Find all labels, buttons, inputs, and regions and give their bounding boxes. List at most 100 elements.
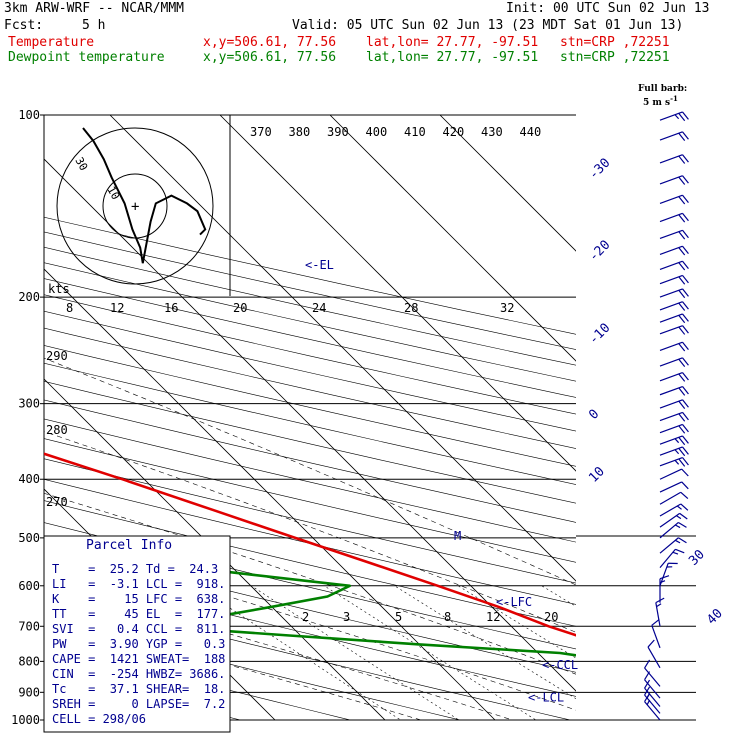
- theta-label: 370: [250, 125, 272, 139]
- barb-flag: [644, 693, 651, 702]
- theta-label: 400: [366, 125, 388, 139]
- barb-half-flag: [674, 459, 680, 465]
- barb-half-flag: [674, 114, 680, 120]
- dry-adiabat: [44, 592, 572, 720]
- hodograph-speed-label: 24: [312, 301, 326, 315]
- hodograph-unit: kts: [48, 282, 70, 296]
- barb-flag: [678, 387, 686, 396]
- hodograph-ring-outer: [56, 127, 214, 285]
- barb-flag: [679, 512, 688, 520]
- barb-flag: [647, 639, 655, 648]
- barb-flag: [678, 413, 686, 422]
- isotherm-line: [439, 115, 576, 252]
- barb-half-flag: [675, 524, 681, 529]
- pressure-tick-label: 300: [18, 397, 40, 411]
- barb-flag: [682, 194, 689, 204]
- wind-barb: [659, 562, 678, 586]
- dry-adiabat: [44, 310, 576, 432]
- barb-staff: [659, 456, 683, 467]
- barb-flag: [675, 548, 685, 554]
- isotherm-line: [219, 115, 576, 472]
- wind-barb: [655, 597, 665, 627]
- barb-staff: [659, 481, 683, 493]
- wind-barb: [659, 274, 689, 285]
- mixing-ratio-label: 3: [343, 610, 350, 624]
- isotherm-line: [44, 158, 576, 692]
- theta-label: 440: [520, 125, 542, 139]
- lfc-marker: <-LFC: [496, 595, 532, 609]
- isotherm-label: 10: [586, 464, 608, 486]
- barb-flag: [644, 671, 651, 681]
- wind-barb: [644, 686, 661, 714]
- hodograph-speed-label: 28: [404, 301, 418, 315]
- barb-staff: [651, 625, 661, 649]
- ccl-marker: <-CCL: [542, 658, 578, 672]
- barb-flag: [678, 326, 686, 335]
- barb-flag: [678, 436, 686, 446]
- barb-flag: [682, 154, 689, 163]
- dry-adiabat: [44, 617, 462, 720]
- wind-barb: [659, 435, 689, 446]
- temperature-legend: Temperature: [8, 35, 95, 50]
- wind-barb: [659, 111, 689, 122]
- barb-flag: [682, 131, 689, 140]
- isotherm-label: -10: [586, 321, 613, 348]
- theta-label: 290: [46, 349, 68, 363]
- barb-flag: [678, 314, 686, 324]
- barb-flag: [682, 435, 689, 444]
- barb-half-flag: [674, 438, 680, 444]
- parcel-line-svi: SVI = 0.4 CCL = 811.: [52, 622, 226, 636]
- temperature-trace: [44, 452, 576, 637]
- dry-adiabat: [44, 262, 576, 382]
- mixing-ratio-line: [324, 585, 537, 720]
- barb-flag: [682, 357, 689, 366]
- isotherm-line: [44, 378, 386, 720]
- barb-staff: [659, 468, 683, 480]
- barb-flag: [678, 373, 686, 382]
- barb-flag: [678, 176, 686, 185]
- wind-barb: [659, 481, 689, 493]
- barb-half-flag: [656, 603, 662, 608]
- parcel-line-cell: CELL = 298/06: [52, 712, 146, 726]
- dewpoint-xy: x,y=506.61, 77.56: [203, 50, 337, 65]
- barb-flag: [644, 659, 651, 669]
- wind-barb: [659, 521, 687, 539]
- el-marker: <-EL: [305, 258, 334, 272]
- theta-label: 420: [443, 125, 465, 139]
- barb-flag: [644, 686, 651, 696]
- hodograph-speed-label: 12: [110, 301, 124, 315]
- barb-flag: [678, 231, 686, 240]
- barb-flag: [682, 288, 689, 297]
- pressure-tick-label: 400: [18, 472, 40, 486]
- parcel-line-k: K = 15 LFC = 638.: [52, 592, 226, 606]
- barb-flag: [682, 313, 689, 322]
- wind-barb-column: [644, 111, 689, 721]
- isotherm-label: 40: [704, 606, 726, 628]
- hodograph-speed-label: 20: [233, 301, 247, 315]
- barb-staff: [659, 385, 683, 396]
- barb-flag: [678, 400, 686, 409]
- barb-flag: [678, 447, 686, 457]
- barb-half-flag: [672, 551, 679, 555]
- wind-barb: [659, 575, 670, 603]
- barb-flag: [682, 275, 689, 284]
- parcel-info: Parcel Info T = 25.2 Td = 24.3 LI = -3.1…: [44, 536, 230, 732]
- dry-adiabat: [44, 327, 576, 449]
- mixing-ratio-line: [457, 585, 576, 659]
- barb-key-label: Full barb:: [638, 84, 688, 94]
- barb-flag: [678, 155, 686, 164]
- isotherm-line: [44, 268, 496, 720]
- barb-flag: [678, 214, 686, 223]
- barb-half-flag: [674, 449, 680, 455]
- wind-barb: [659, 372, 689, 382]
- dewpoint-latlon: lat,lon= 27.77, -97.51: [366, 50, 539, 65]
- mixing-ratio-line: [196, 585, 402, 720]
- wind-barb: [659, 446, 689, 457]
- hodograph-ring-label: 30: [72, 155, 90, 173]
- wind-barb: [659, 537, 687, 554]
- barb-flag: [678, 537, 687, 544]
- init-time: Init: 00 UTC Sun 02 Jun 13: [506, 1, 710, 16]
- wind-barb: [659, 212, 689, 223]
- wind-barb: [647, 639, 661, 669]
